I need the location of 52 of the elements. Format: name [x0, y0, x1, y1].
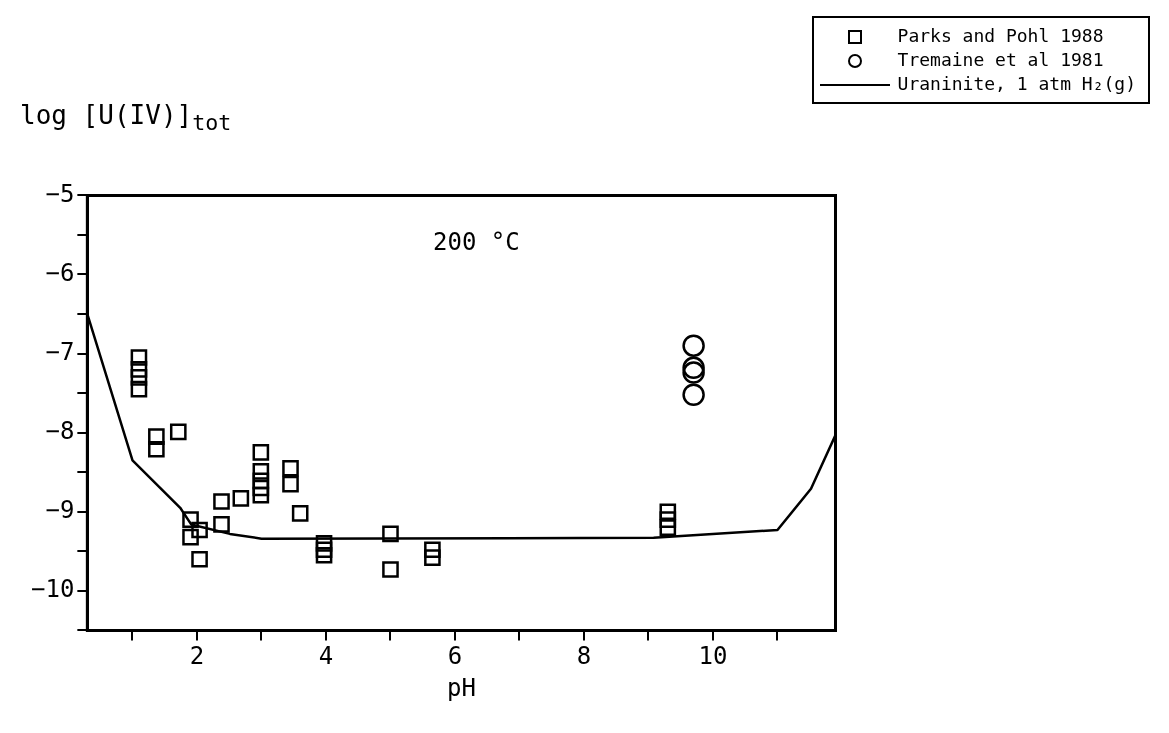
- y-tick-label: −7: [45, 337, 75, 366]
- y-tick-label: −6: [45, 258, 75, 287]
- point: [191, 550, 208, 568]
- x-tick-label: 6: [447, 642, 463, 671]
- point: [424, 541, 441, 559]
- y-axis-title: log [U(IV)]$_{tot}$: [20, 100, 232, 136]
- point: [682, 383, 705, 406]
- legend-label: Tremaine et al 1981: [897, 49, 1104, 70]
- y-tick-label: −8: [45, 416, 75, 445]
- point: [382, 561, 399, 578]
- point: [213, 493, 230, 510]
- point: [148, 440, 165, 458]
- point: [232, 490, 250, 507]
- point: [315, 546, 333, 564]
- point: [130, 368, 148, 386]
- point: [682, 361, 705, 384]
- point: [182, 528, 199, 546]
- point: [213, 516, 230, 533]
- point: [682, 334, 705, 357]
- y-tick-label: −5: [45, 179, 75, 208]
- point: [659, 503, 677, 521]
- point: [130, 380, 148, 398]
- point: [315, 541, 333, 559]
- annotation: 200 °C: [433, 227, 520, 256]
- point: [315, 535, 333, 552]
- point: [191, 521, 208, 539]
- point: [282, 459, 299, 477]
- y-tick-label: −10: [30, 575, 75, 604]
- point: [252, 479, 270, 497]
- point: [382, 525, 399, 543]
- point: [282, 475, 299, 493]
- legend-label: Parks and Pohl 1988: [897, 25, 1104, 46]
- point: [148, 428, 165, 445]
- point: [659, 519, 677, 536]
- point: [659, 511, 677, 528]
- point: [252, 486, 270, 504]
- x-tick-label: 10: [698, 642, 728, 671]
- point: [130, 349, 148, 366]
- x-tick-label: 8: [576, 642, 592, 671]
- y-tick-label: −9: [45, 496, 75, 524]
- point: [130, 361, 148, 378]
- point: [252, 463, 270, 480]
- x-tick-label: 4: [318, 642, 334, 671]
- point: [291, 505, 309, 522]
- point: [252, 444, 270, 461]
- x-tick-label: 2: [189, 642, 205, 671]
- legend-label: Uraninite, 1 atm H₂(g): [897, 73, 1136, 94]
- point: [182, 511, 199, 528]
- point: [169, 423, 187, 441]
- point: [424, 549, 441, 566]
- x-axis-title: pH: [446, 673, 476, 702]
- point: [682, 356, 705, 380]
